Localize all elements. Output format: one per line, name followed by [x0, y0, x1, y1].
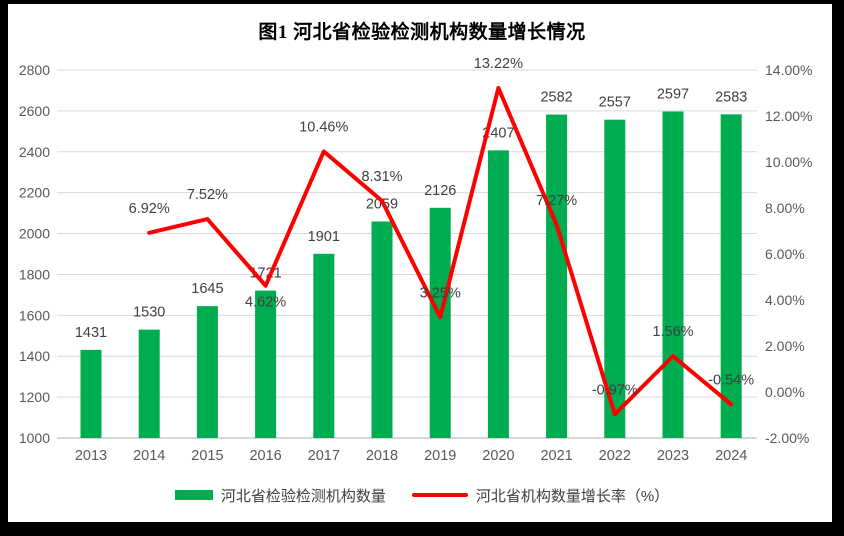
left-axis-tick-label: 1400: [19, 348, 50, 364]
line-value-label: 8.31%: [361, 169, 402, 185]
legend-label-institution-count: 河北省检验检测机构数量: [220, 487, 386, 505]
left-axis-tick-label: 2400: [19, 144, 50, 160]
right-axis-tick-label: 0.00%: [765, 384, 805, 400]
bar-value-label: 2597: [657, 87, 689, 103]
bar: [313, 253, 335, 438]
x-axis-tick-label: 2023: [657, 448, 689, 464]
bar-swatch-icon: [174, 490, 213, 500]
right-axis-tick-label: 4.00%: [765, 292, 805, 308]
bar: [80, 349, 102, 438]
left-axis-tick-label: 1600: [19, 307, 50, 323]
right-axis-tick-label: 6.00%: [765, 246, 805, 262]
x-axis-tick-label: 2019: [424, 448, 456, 464]
x-axis-tick-label: 2013: [75, 448, 107, 464]
bar-value-label: 1901: [308, 229, 340, 245]
line-value-label: -0.97%: [592, 382, 638, 398]
x-axis-tick-label: 2016: [249, 448, 281, 464]
bar: [196, 306, 218, 438]
line-value-label: 7.52%: [187, 187, 228, 203]
x-axis-tick-label: 2024: [715, 448, 747, 464]
bar: [371, 221, 393, 438]
bar-value-label: 2583: [715, 89, 747, 105]
x-axis-tick-label: 2022: [599, 448, 631, 464]
bar: [720, 114, 742, 438]
line-value-label: 10.46%: [299, 119, 348, 135]
left-axis-tick-label: 2600: [19, 103, 50, 119]
bar: [429, 207, 451, 438]
line-value-label: 7.27%: [536, 193, 577, 209]
bar: [255, 290, 277, 438]
right-axis-tick-label: 10.00%: [765, 154, 812, 170]
x-axis-tick-label: 2018: [366, 448, 398, 464]
bar-value-label: 2557: [599, 95, 631, 111]
bar: [487, 150, 509, 438]
bar-value-label: 1431: [75, 325, 107, 341]
legend-item-growth-rate: 河北省机构数量增长率（%）: [411, 485, 670, 506]
x-axis-tick-label: 2014: [133, 448, 165, 464]
legend-label-growth-rate: 河北省机构数量增长率（%）: [475, 487, 670, 505]
bar-value-label: 1645: [191, 281, 223, 297]
x-axis-tick-label: 2015: [191, 448, 223, 464]
line-value-label: -0.54%: [708, 372, 754, 388]
left-axis-tick-label: 1800: [19, 266, 50, 282]
left-axis-tick-label: 1000: [19, 430, 50, 446]
line-value-label: 3.25%: [420, 285, 461, 301]
left-axis-tick-label: 2000: [19, 226, 50, 242]
bar: [662, 111, 684, 438]
right-axis-tick-label: -2.00%: [765, 430, 809, 446]
growth-rate-line: [147, 85, 734, 417]
x-axis-tick-label: 2017: [308, 448, 340, 464]
line-value-label: 1.56%: [652, 324, 693, 340]
left-axis-tick-label: 2200: [19, 185, 50, 201]
left-axis-tick-label: 1200: [19, 389, 50, 405]
legend-item-institution-count: 河北省检验检测机构数量: [174, 485, 386, 506]
chart-title: 图1 河北省检验检测机构数量增长情况: [258, 22, 586, 43]
right-axis-tick-label: 8.00%: [765, 200, 805, 216]
right-axis-tick-label: 14.00%: [765, 62, 812, 78]
bar: [138, 329, 160, 438]
line-swatch-icon: [411, 492, 468, 498]
right-axis-tick-label: 2.00%: [765, 338, 805, 354]
bar-value-label: 2582: [540, 90, 572, 106]
bar: [546, 114, 568, 439]
legend: 河北省检验检测机构数量 河北省机构数量增长率（%）: [0, 483, 844, 507]
x-axis-tick-label: 2021: [540, 448, 572, 464]
bar-value-label: 2126: [424, 183, 456, 199]
left-axis-tick-label: 2800: [19, 62, 50, 78]
x-axis-tick-label: 2020: [482, 448, 514, 464]
bar-value-label: 1530: [133, 305, 165, 321]
right-axis-tick-label: 12.00%: [765, 108, 812, 124]
line-value-label: 13.22%: [474, 56, 523, 72]
bar-value-label: 2407: [482, 125, 514, 141]
line-value-label: 4.62%: [245, 295, 286, 311]
bar: [604, 119, 626, 439]
line-value-label: 6.92%: [129, 201, 170, 217]
